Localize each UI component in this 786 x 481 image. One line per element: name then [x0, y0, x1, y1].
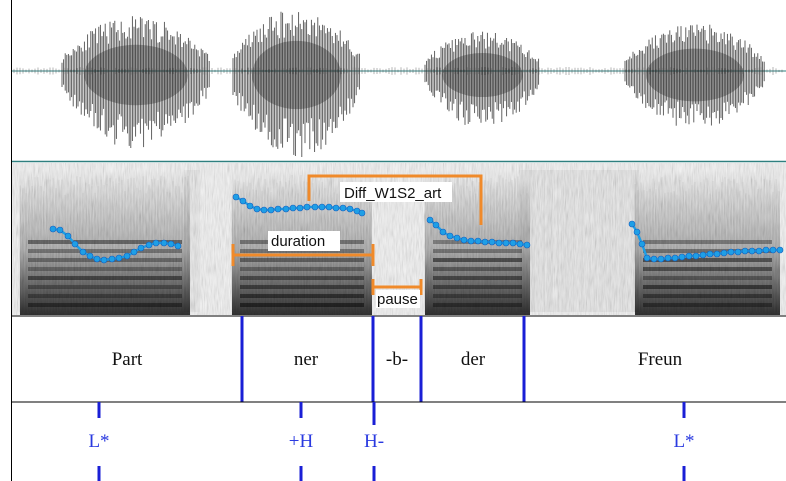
syllable-label: Freun	[638, 349, 683, 370]
tone-label: L*	[673, 431, 694, 452]
syllable-label: ner	[294, 349, 319, 370]
tone-label: +H	[289, 431, 314, 452]
waveform-trace	[13, 11, 783, 157]
waveform-panel	[12, 11, 786, 157]
syllable-tier: Part ner -b- der Freun	[112, 316, 683, 402]
syllable-label: -b-	[386, 349, 408, 370]
pitch-contour	[49, 193, 784, 264]
measurement-brackets	[231, 174, 483, 295]
duration-bracket	[231, 244, 375, 266]
syllable-label: Part	[112, 349, 143, 370]
tone-tier: L* +H H- L*	[88, 402, 695, 481]
tone-label: L*	[88, 431, 109, 452]
duration-label: duration	[271, 233, 325, 250]
pause-label: pause	[377, 291, 418, 308]
diff-bracket	[307, 174, 483, 225]
syllable-label: der	[461, 349, 486, 370]
tone-label: H-	[364, 431, 384, 452]
diff-label: Diff_W1S2_art	[344, 185, 442, 202]
pause-bracket	[371, 279, 423, 295]
